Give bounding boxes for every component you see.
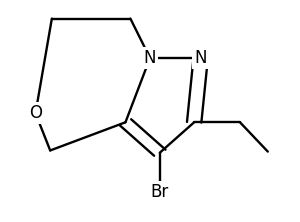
Text: O: O: [29, 104, 42, 122]
Text: Br: Br: [151, 183, 169, 201]
Text: N: N: [144, 49, 156, 67]
Text: N: N: [194, 49, 207, 67]
